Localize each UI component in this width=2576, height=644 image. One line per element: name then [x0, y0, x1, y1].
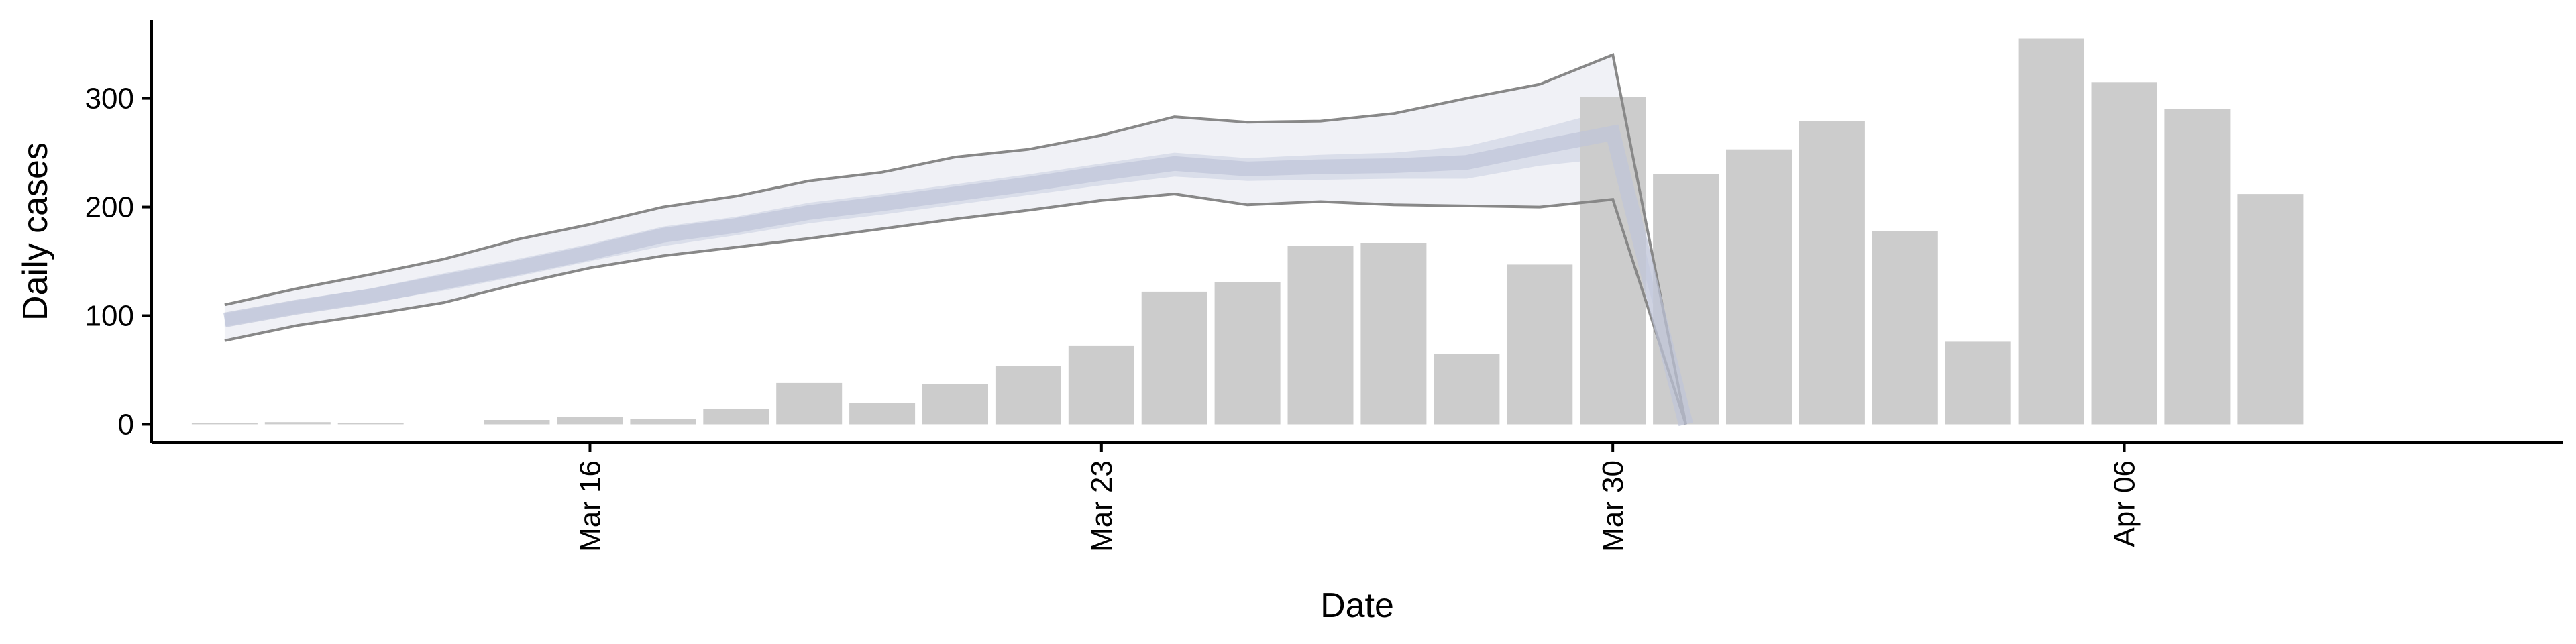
band-90 — [224, 54, 1686, 425]
estimate-lines — [223, 53, 1693, 427]
y-tick-label: 200 — [85, 191, 134, 224]
median-line — [223, 124, 1693, 427]
bar-2020-04-04 — [1945, 341, 2011, 425]
bar-2020-04-02 — [1799, 121, 1865, 425]
bar-2020-03-18 — [703, 409, 769, 425]
x-axis-title: Date — [1320, 586, 1394, 625]
bar-2020-03-11 — [191, 423, 258, 425]
bar-2020-03-28 — [1434, 354, 1500, 425]
bar-2020-04-03 — [1872, 231, 1938, 425]
bar-2020-03-21 — [922, 384, 988, 425]
bar-2020-03-24 — [1141, 291, 1208, 425]
y-tick-label: 300 — [85, 83, 134, 115]
bar-2020-03-31 — [1653, 174, 1719, 425]
bars-layer — [191, 38, 2304, 425]
bar-2020-03-15 — [484, 420, 550, 425]
x-tick-label: Apr 06 — [2108, 460, 2141, 547]
bar-2020-03-19 — [776, 382, 843, 425]
y-tick-label: 0 — [118, 408, 134, 441]
bar-2020-04-07 — [2164, 109, 2231, 425]
bar-2020-04-01 — [1726, 149, 1792, 425]
x-tick-label: Mar 23 — [1085, 460, 1118, 552]
bar-2020-03-20 — [849, 402, 916, 425]
bar-2020-03-13 — [337, 423, 404, 425]
bar-2020-04-06 — [2091, 82, 2157, 425]
x-axis-ticks: Mar 16 Mar 23 Mar 30 Apr 06 — [574, 443, 2141, 552]
bar-2020-03-26 — [1287, 246, 1354, 425]
bar-2020-03-27 — [1360, 243, 1427, 425]
upper-bound-line — [224, 53, 1688, 425]
y-tick-label: 100 — [85, 300, 134, 333]
bar-2020-04-05 — [2018, 38, 2084, 425]
x-tick-label: Mar 30 — [1597, 460, 1629, 552]
bar-2020-03-25 — [1214, 282, 1281, 425]
y-axis-ticks: 0 100 200 300 — [85, 83, 152, 441]
y-axis-title: Daily cases — [16, 142, 55, 321]
bar-2020-04-08 — [2237, 194, 2304, 425]
lower-bound-line — [224, 193, 1688, 425]
x-tick-label: Mar 16 — [574, 460, 607, 552]
bar-2020-03-16 — [557, 417, 623, 425]
bar-2020-03-23 — [1068, 345, 1134, 425]
bar-2020-03-17 — [630, 419, 696, 425]
bar-2020-03-29 — [1507, 264, 1573, 425]
bar-2020-03-22 — [995, 366, 1061, 425]
bar-2020-03-12 — [264, 422, 331, 425]
